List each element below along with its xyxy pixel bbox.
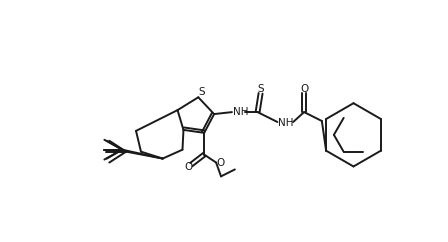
- Text: O: O: [216, 158, 224, 167]
- Text: S: S: [257, 84, 264, 94]
- Text: NH: NH: [278, 118, 294, 128]
- Text: NH: NH: [233, 107, 248, 117]
- Text: O: O: [300, 84, 308, 94]
- Text: S: S: [198, 87, 205, 97]
- Text: O: O: [184, 162, 193, 173]
